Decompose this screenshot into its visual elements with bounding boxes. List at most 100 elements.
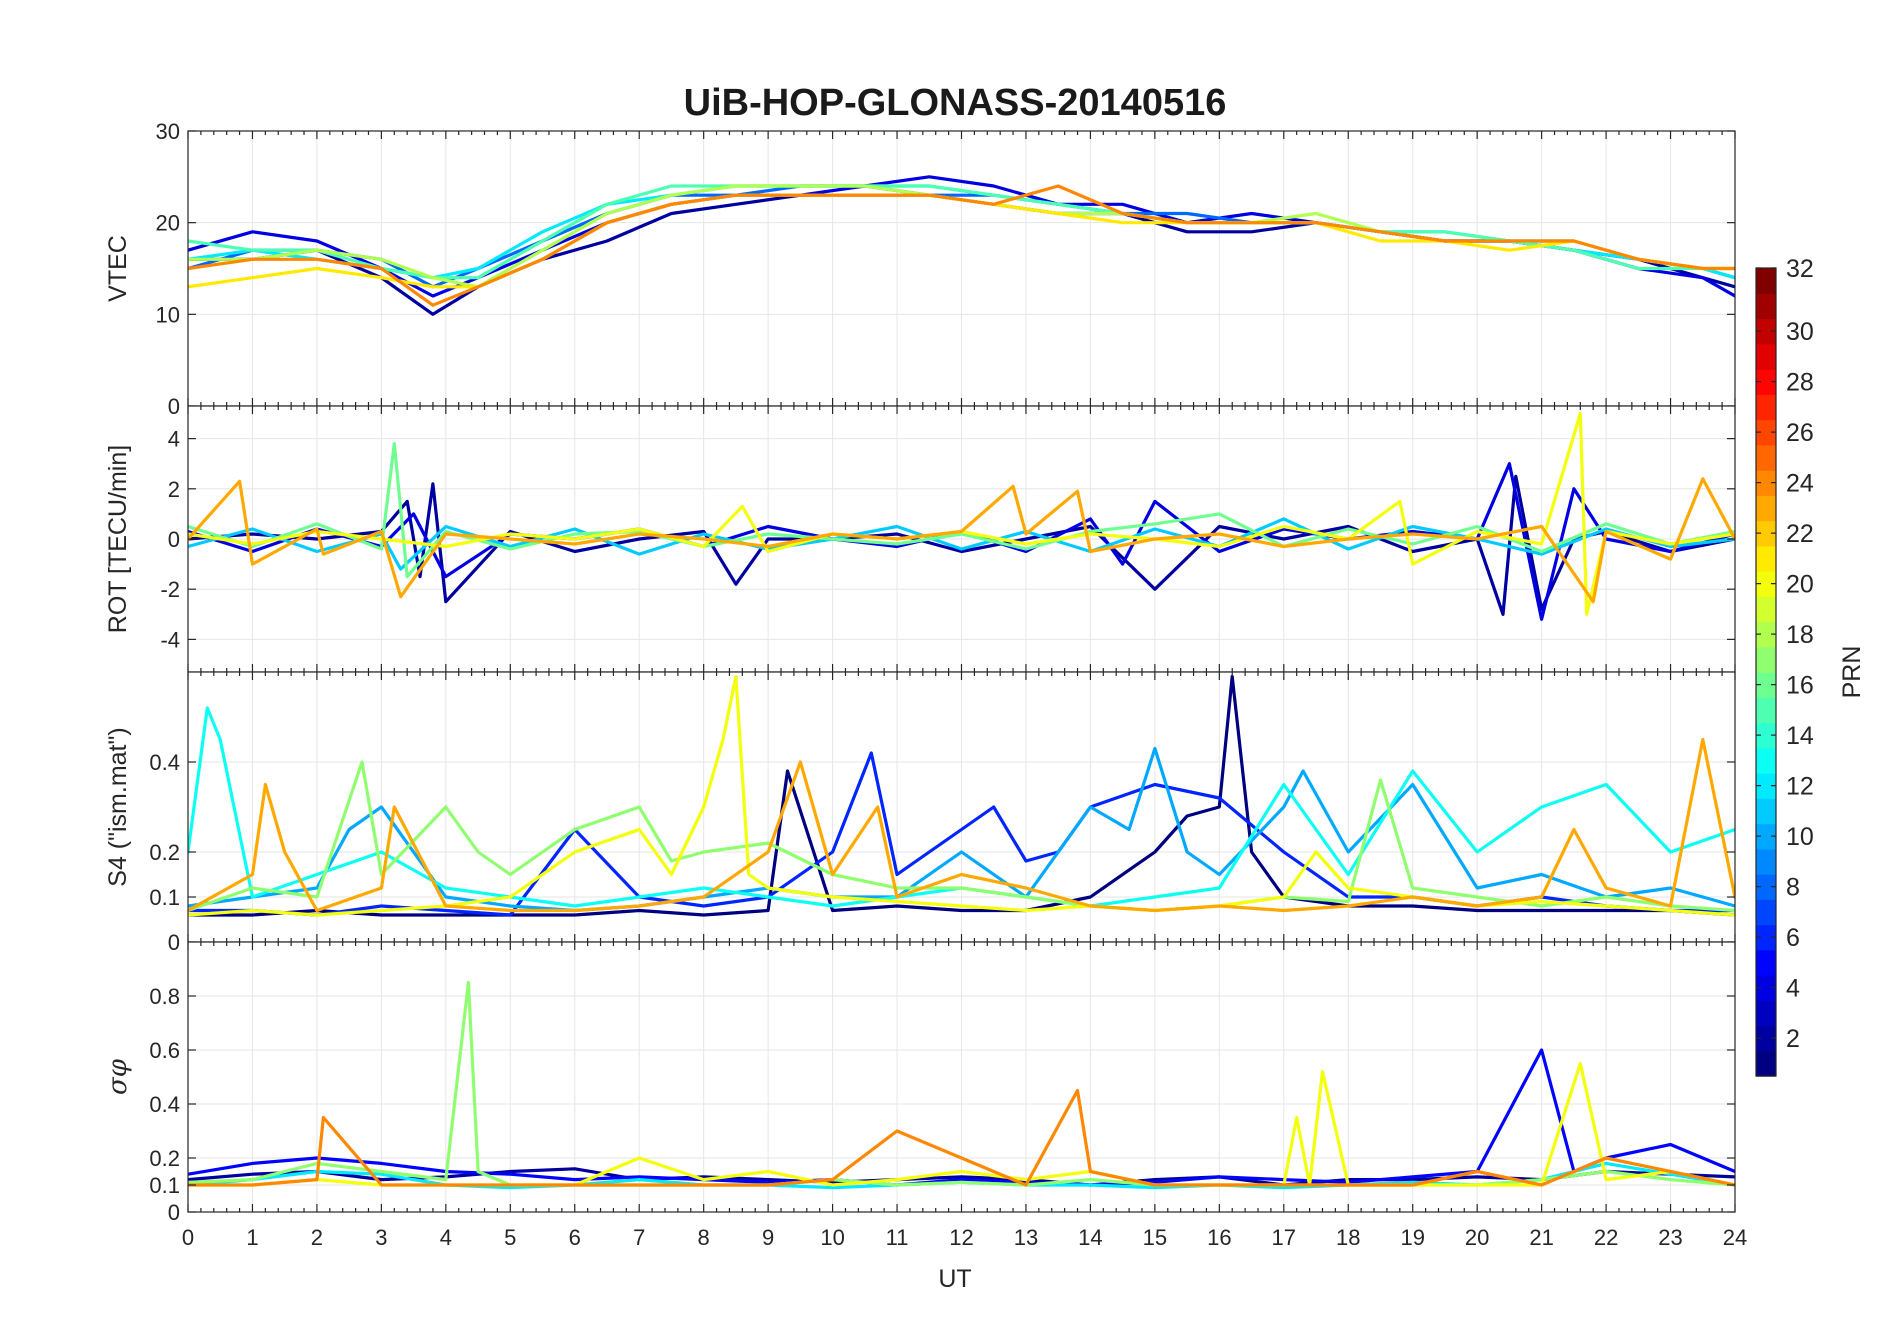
colorbar-swatch xyxy=(1756,444,1776,471)
y-tick-label: -4 xyxy=(160,627,180,652)
y-tick-label: 0.4 xyxy=(149,750,180,775)
y-axis-label-sigma_phi: σφ xyxy=(103,1058,133,1095)
x-tick-label: 19 xyxy=(1400,1225,1424,1250)
y-axis-label-vtec: VTEC xyxy=(104,235,132,302)
x-tick-label: 6 xyxy=(569,1225,581,1250)
colorbar-swatch xyxy=(1756,495,1776,522)
colorbar-swatch xyxy=(1756,1000,1776,1027)
y-tick-label: 0 xyxy=(168,394,180,419)
x-tick-label: 22 xyxy=(1594,1225,1618,1250)
colorbar-label: PRN xyxy=(1838,646,1866,699)
x-tick-label: 18 xyxy=(1336,1225,1360,1250)
x-tick-label: 13 xyxy=(1014,1225,1038,1250)
series-prn-24 xyxy=(188,184,1735,307)
colorbar-frame xyxy=(1755,267,1777,1077)
y-tick-label: 30 xyxy=(156,119,180,144)
colorbar-swatch xyxy=(1756,747,1776,774)
colorbar-swatch xyxy=(1756,571,1776,597)
colorbar-swatch xyxy=(1756,318,1776,345)
y-tick-label: 0.4 xyxy=(149,1092,180,1117)
y-tick-label: -2 xyxy=(160,577,180,602)
colorbar-swatch xyxy=(1756,394,1776,421)
y-tick-label: 0.1 xyxy=(149,1173,180,1198)
colorbar-tick-label: 6 xyxy=(1786,924,1800,952)
colorbar-tick-label: 18 xyxy=(1786,621,1814,649)
series-prn-23 xyxy=(188,477,1735,604)
y-tick-label: 0 xyxy=(168,1200,180,1225)
x-tick-label: 24 xyxy=(1723,1225,1747,1250)
colorbar-swatch xyxy=(1756,1025,1776,1052)
series-prn-17 xyxy=(188,760,1735,913)
colorbar-tick-label: 8 xyxy=(1786,874,1800,902)
colorbar-tick-label: 2 xyxy=(1786,1025,1800,1053)
series-prn-4 xyxy=(188,462,1735,621)
series-prn-23 xyxy=(188,737,1735,913)
colorbar-swatch xyxy=(1756,924,1776,951)
x-tick-label: 0 xyxy=(182,1225,194,1250)
x-tick-label: 15 xyxy=(1143,1225,1167,1250)
colorbar-swatch xyxy=(1756,773,1776,799)
colorbar-swatch xyxy=(1756,470,1776,496)
colorbar-swatch xyxy=(1756,646,1776,673)
colorbar-swatch xyxy=(1756,520,1776,547)
x-axis-label: UT xyxy=(938,1265,971,1293)
y-tick-label: 0.6 xyxy=(149,1038,180,1063)
colorbar-tick-label: 26 xyxy=(1786,419,1814,447)
colorbar-swatch xyxy=(1756,369,1776,395)
panel-vtec: 0 10 20 30 VTEC xyxy=(104,119,1736,419)
colorbar-swatch xyxy=(1756,899,1776,926)
colorbar-swatch xyxy=(1756,722,1776,749)
series-prn-16 xyxy=(188,442,1735,579)
y-axis-label-s4: S4 ("ism.mat") xyxy=(104,727,132,886)
x-tick-label: 11 xyxy=(886,1225,909,1250)
y-tick-label: 2 xyxy=(168,477,180,502)
colorbar-swatch xyxy=(1756,672,1776,698)
colorbar-tick-label: 16 xyxy=(1786,672,1814,700)
colorbar-tick-label: 20 xyxy=(1786,571,1814,599)
traces-s4 xyxy=(188,674,1735,917)
y-tick-label: 0.2 xyxy=(149,1146,180,1171)
colorbar-tick-label: 10 xyxy=(1786,823,1814,851)
x-tick-label: 9 xyxy=(762,1225,774,1250)
colorbar-tick-label: 32 xyxy=(1786,255,1814,283)
y-tick-label: 0.2 xyxy=(149,840,180,865)
x-tick-label: 2 xyxy=(311,1225,323,1250)
colorbar-swatch xyxy=(1756,848,1776,875)
x-tick-label: 12 xyxy=(949,1225,973,1250)
colorbar-tick-label: 4 xyxy=(1786,975,1800,1003)
y-tick-label: 0 xyxy=(168,930,180,955)
x-tick-label: 21 xyxy=(1529,1225,1553,1250)
y-axis-label-rot: ROT [TECU/min] xyxy=(104,445,132,633)
colorbar-swatch xyxy=(1756,697,1776,724)
series-prn-24 xyxy=(188,1088,1735,1187)
x-tick-label: 3 xyxy=(375,1225,387,1250)
series-prn-5 xyxy=(188,1048,1735,1187)
x-tick-label: 14 xyxy=(1078,1225,1102,1250)
colorbar-swatch xyxy=(1756,545,1776,572)
colorbar-swatch xyxy=(1756,874,1776,900)
colorbar-swatch xyxy=(1756,798,1776,825)
colorbar-tick-label: 22 xyxy=(1786,520,1814,548)
colorbar-swatch xyxy=(1756,621,1776,648)
colorbar-swatch xyxy=(1756,293,1776,320)
colorbar-swatch xyxy=(1756,268,1776,294)
colorbar-swatch xyxy=(1756,343,1776,370)
x-tick-label: 5 xyxy=(504,1225,516,1250)
traces-sigma_phi xyxy=(188,980,1735,1190)
x-tick-label: 10 xyxy=(820,1225,844,1250)
panel-s4: 0 0.1 0.2 0.4 S4 ("ism.mat") xyxy=(104,671,1736,955)
x-tick-label: 4 xyxy=(440,1225,452,1250)
traces-vtec xyxy=(188,175,1735,316)
traces-rot xyxy=(188,411,1735,621)
x-tick-label: 16 xyxy=(1207,1225,1231,1250)
x-tick-label: 1 xyxy=(246,1225,258,1250)
y-tick-label: 10 xyxy=(156,302,180,327)
colorbar-swatch xyxy=(1756,419,1776,446)
panel-rot: -4 -2 0 2 4 ROT [TECU/min] xyxy=(104,405,1736,673)
y-tick-label: 0.1 xyxy=(149,885,180,910)
colorbar-swatch xyxy=(1756,949,1776,976)
x-tick-label: 20 xyxy=(1465,1225,1489,1250)
